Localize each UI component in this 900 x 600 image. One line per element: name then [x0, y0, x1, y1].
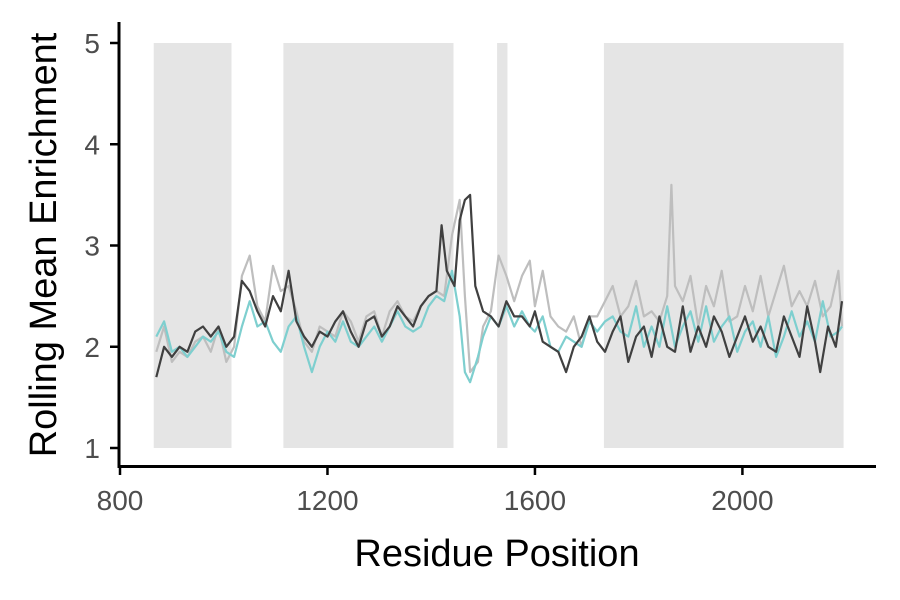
shaded-region-3	[497, 43, 508, 448]
x-tick-label: 1600	[504, 485, 566, 516]
y-axis-title: Rolling Mean Enrichment	[23, 32, 65, 457]
shaded-region-4	[603, 43, 844, 448]
series-line-3	[155, 193, 844, 378]
series-lines	[155, 183, 844, 384]
x-tick-label: 2000	[711, 485, 773, 516]
x-tick-label: 800	[97, 485, 144, 516]
x-axis-title: Residue Position	[354, 533, 639, 575]
y-tick-label: 3	[84, 231, 100, 262]
x-axis-ticks: 800 1200 1600 2000	[97, 466, 774, 516]
shaded-region-1	[153, 43, 232, 448]
y-tick-label: 2	[84, 332, 100, 363]
shaded-region-2	[283, 43, 454, 448]
y-axis-ticks: 1 2 3 4 5	[84, 28, 119, 464]
shaded-regions	[153, 43, 844, 448]
y-tick-label: 4	[84, 129, 100, 160]
x-tick-label: 1200	[296, 485, 358, 516]
y-tick-label: 1	[84, 433, 100, 464]
series-line-1	[155, 183, 844, 374]
y-tick-label: 5	[84, 28, 100, 59]
